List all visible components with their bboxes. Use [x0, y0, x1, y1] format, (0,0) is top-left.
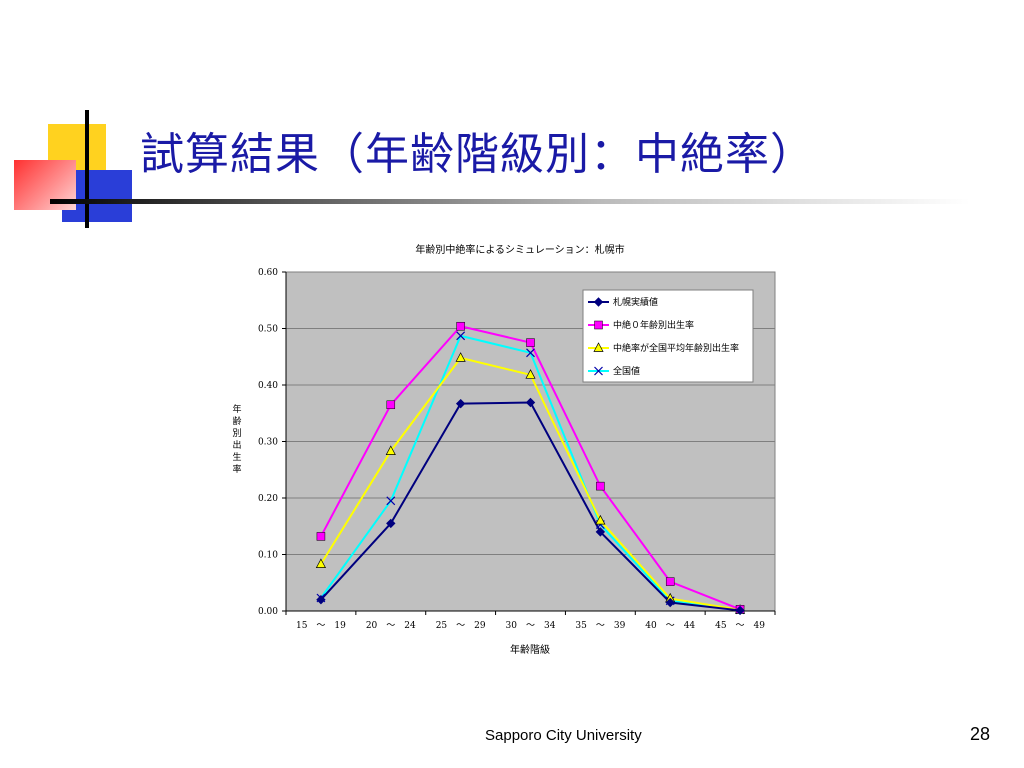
x-tick-label: 45 ～ 49	[715, 621, 765, 631]
line-chart: 0.00 0.10 0.20 0.30 0.40 0.50 0.60 15 ～ 19 20 ～ …	[232, 243, 776, 656]
logo-vertical-line	[85, 110, 89, 228]
data-point	[385, 445, 396, 455]
legend-label: 全国値	[613, 365, 640, 377]
x-tick-label: 25 ～ 29	[436, 621, 486, 631]
data-point	[526, 348, 535, 358]
data-point	[386, 518, 396, 529]
data-point	[665, 597, 675, 608]
data-point	[526, 338, 535, 347]
y-tick-label: 0.10	[258, 551, 278, 561]
y-tick-label: 0.20	[258, 494, 278, 504]
y-axis-label: 年齢別出生率	[232, 403, 241, 475]
data-point	[456, 321, 465, 331]
x-tick-label: 40 ～ 44	[645, 621, 695, 631]
chart-title: 年齢別中絶率によるシミュレーション：札幌市	[415, 243, 624, 256]
data-point	[595, 527, 606, 537]
x-tick-label: 20 ～ 24	[366, 621, 416, 631]
y-tick-label: 0.00	[258, 607, 278, 617]
data-point	[525, 369, 536, 379]
x-tick-label: 35 ～ 39	[575, 621, 625, 631]
footer-text: Sapporo City University	[485, 727, 642, 744]
y-tick-label: 0.30	[258, 438, 278, 448]
legend-label: 中絶率が全国平均年齢別出生率	[613, 342, 739, 354]
legend-label: 札幌実績値	[613, 296, 658, 308]
y-tick-label: 0.40	[258, 381, 278, 391]
data-point	[316, 594, 326, 605]
y-tick-label: 0.50	[258, 325, 278, 335]
legend-marker	[593, 297, 604, 307]
data-point	[735, 605, 745, 616]
data-point	[386, 400, 396, 410]
legend-box	[582, 289, 754, 383]
slide-title: 試算結果（年齢階級別：中絶率）	[140, 129, 815, 180]
data-point	[455, 398, 466, 409]
page-number: 28	[970, 724, 991, 744]
x-tick-label: 15 ～ 19	[296, 621, 346, 631]
legend-marker	[593, 342, 604, 352]
data-point	[315, 558, 327, 568]
legend-label: 中絶０年齢別出生率	[613, 319, 694, 331]
data-point	[386, 496, 396, 506]
data-point	[456, 331, 466, 341]
legend-marker	[594, 366, 603, 376]
x-tick-label: 30 ～ 34	[506, 621, 556, 631]
legend-marker	[594, 320, 603, 330]
data-point	[316, 532, 326, 541]
x-axis-label: 年齢階級	[510, 643, 550, 656]
data-point	[595, 514, 606, 525]
data-point	[596, 481, 605, 491]
data-point	[665, 577, 675, 586]
title-underline	[50, 199, 970, 204]
data-point	[525, 397, 536, 408]
y-tick-label: 0.60	[258, 268, 278, 278]
data-point	[455, 352, 466, 362]
